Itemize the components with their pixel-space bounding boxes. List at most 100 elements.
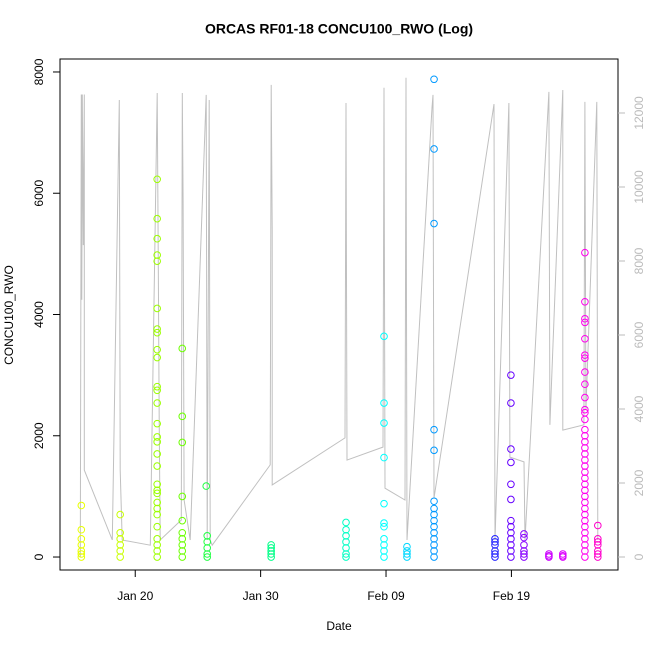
data-point	[116, 510, 124, 519]
data-point	[153, 345, 161, 354]
data-point	[520, 547, 528, 555]
data-point	[153, 504, 161, 513]
data-point	[594, 547, 602, 555]
data-point	[178, 553, 187, 561]
data-point	[153, 214, 161, 223]
data-point	[581, 425, 589, 434]
data-point	[267, 553, 275, 561]
data-point	[581, 297, 589, 306]
data-point	[380, 419, 388, 427]
data-point	[594, 550, 602, 558]
data-point	[116, 541, 124, 549]
data-point	[178, 541, 187, 549]
data-point	[380, 547, 388, 555]
y-tick-label: 8000	[32, 58, 46, 85]
data-point	[153, 175, 161, 184]
data-point	[77, 547, 86, 555]
data-point	[202, 482, 211, 490]
x-tick-label: Jan 30	[243, 589, 279, 603]
data-point	[153, 325, 161, 333]
data-point	[581, 405, 589, 414]
data-point	[380, 553, 388, 561]
data-point	[153, 462, 161, 470]
data-point	[403, 547, 411, 555]
data-point	[507, 516, 515, 525]
data-point	[581, 354, 589, 362]
data-point	[77, 553, 86, 561]
data-point	[342, 544, 350, 552]
data-point	[581, 510, 589, 519]
data-point	[267, 541, 275, 549]
data-point	[581, 314, 589, 323]
data-point	[77, 550, 86, 558]
data-point	[491, 535, 499, 543]
data-point	[430, 547, 438, 555]
data-point	[581, 468, 589, 476]
data-point	[178, 535, 187, 543]
data-point	[153, 510, 161, 519]
data-point	[153, 328, 161, 337]
data-point	[581, 351, 589, 359]
x-tick-label: Feb 09	[367, 589, 405, 603]
y-axis-label: CONCU100_RWO	[2, 265, 16, 365]
data-point	[507, 445, 515, 453]
data-point	[520, 533, 528, 542]
data-point	[153, 480, 161, 489]
data-point	[581, 248, 589, 257]
y-tick-label: 0	[32, 553, 46, 560]
data-point	[77, 501, 86, 510]
data-point	[520, 541, 528, 549]
data-point	[581, 444, 589, 452]
data-point	[430, 516, 438, 525]
data-point	[520, 530, 528, 538]
data-point	[203, 553, 212, 561]
data-point	[507, 553, 515, 561]
data-point	[342, 550, 350, 558]
data-point	[430, 535, 438, 543]
data-point	[342, 553, 350, 561]
y2-tick-label: 10000	[632, 170, 646, 204]
data-point	[594, 538, 602, 546]
data-point	[507, 535, 515, 543]
y-tick-label: 4000	[32, 301, 46, 328]
data-point	[581, 318, 589, 327]
data-point	[153, 304, 161, 313]
data-point	[491, 547, 499, 555]
data-point	[153, 257, 161, 265]
data-point	[153, 535, 161, 543]
data-point	[581, 334, 589, 343]
data-point	[403, 542, 411, 551]
data-point	[430, 522, 438, 531]
data-point	[581, 393, 589, 402]
y-tick-label: 6000	[32, 180, 46, 207]
data-point	[116, 535, 124, 543]
data-point	[581, 431, 589, 440]
data-point	[430, 75, 438, 84]
data-point	[203, 532, 212, 540]
data-point	[153, 234, 161, 243]
data-point	[77, 541, 86, 549]
data-point	[581, 380, 589, 389]
data-point	[153, 541, 161, 549]
data-point	[380, 499, 388, 508]
data-point	[491, 541, 499, 549]
data-point	[581, 553, 589, 561]
data-point	[380, 535, 388, 543]
data-point	[380, 522, 388, 531]
data-point	[581, 438, 589, 446]
data-point	[178, 492, 187, 501]
data-point	[520, 550, 528, 558]
data-point	[380, 453, 388, 462]
data-point	[403, 550, 411, 558]
data-point	[342, 532, 350, 540]
y2-tick-label: 4000	[632, 395, 646, 422]
data-point	[178, 412, 187, 421]
data-point	[507, 399, 515, 407]
data-point	[178, 344, 187, 353]
data-point	[116, 547, 124, 555]
data-point	[380, 399, 388, 407]
data-point	[491, 553, 499, 561]
data-point	[267, 550, 275, 558]
data-point	[116, 553, 124, 561]
data-point	[153, 553, 161, 561]
